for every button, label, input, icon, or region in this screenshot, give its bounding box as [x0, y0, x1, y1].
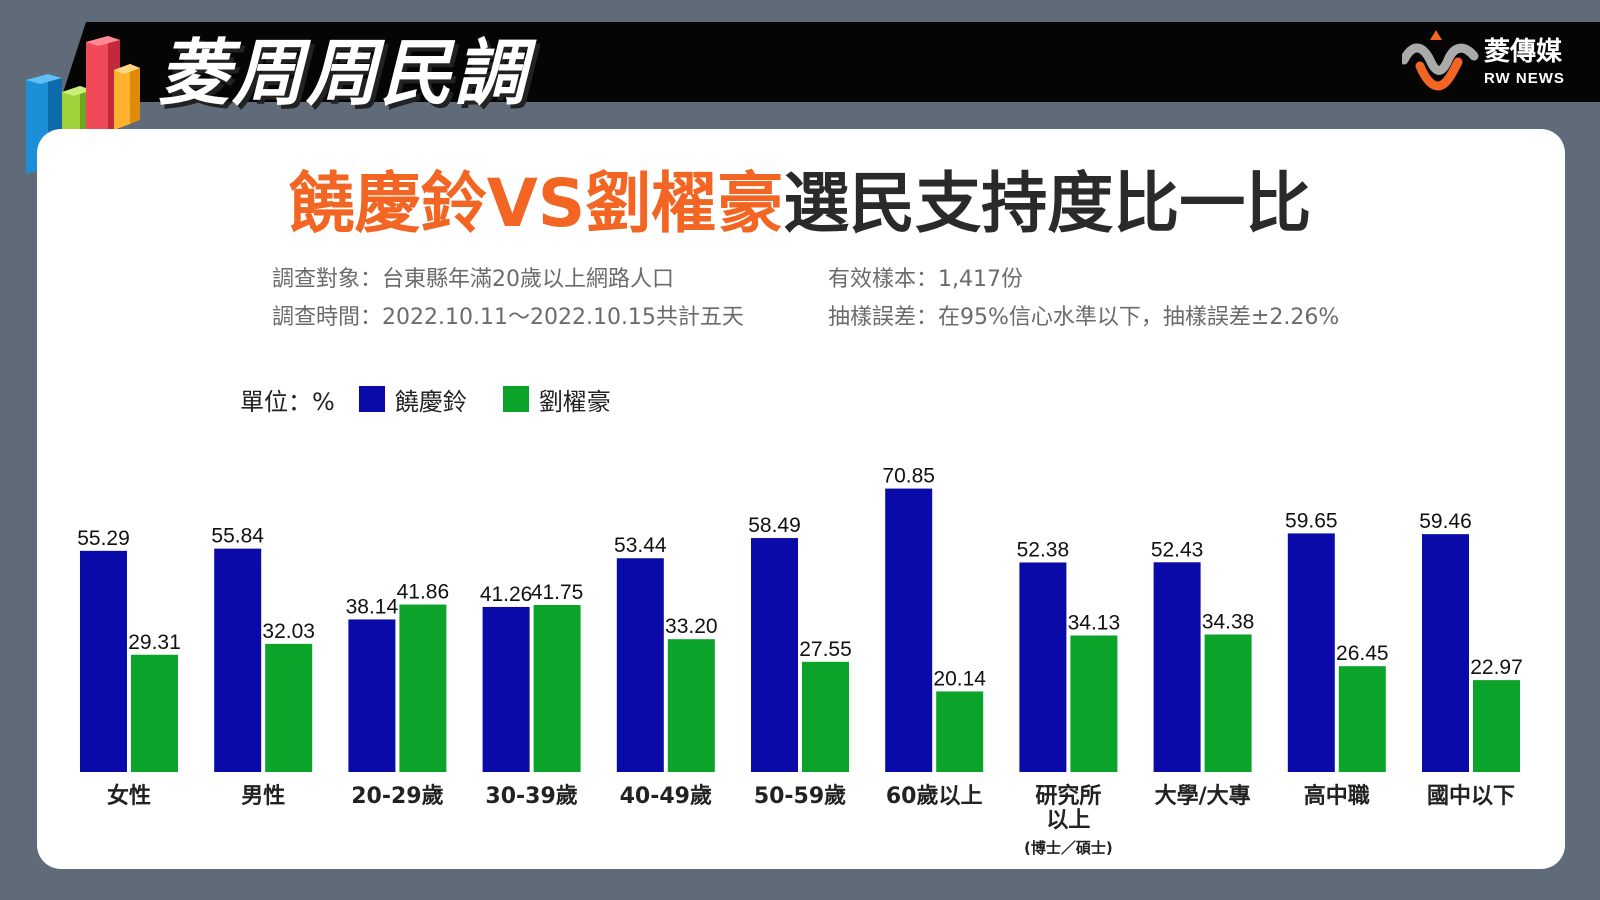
bar-series1: [751, 538, 798, 772]
data-label-series2: 27.55: [799, 638, 852, 661]
survey-target: 調查對象：台東縣年滿20歲以上網路人口: [272, 267, 674, 292]
bar-series2: [1473, 680, 1520, 772]
category-label: 30-39歲: [485, 784, 577, 809]
legend-item-series2: 劉櫂豪: [502, 382, 611, 417]
data-label-series2: 33.20: [665, 615, 718, 638]
category-label: 60歲以上: [886, 784, 983, 809]
brand-name-cn: 菱傳媒: [1484, 37, 1563, 67]
data-label-series1: 58.49: [748, 514, 801, 537]
data-label-series1: 41.26: [480, 583, 533, 606]
data-label-series1: 55.29: [77, 527, 130, 550]
data-label-series1: 55.84: [211, 525, 264, 548]
legend-item-series1: 饒慶鈴: [358, 382, 467, 417]
bar-series2: [936, 691, 984, 772]
bar-series1: [214, 548, 262, 772]
data-label-series1: 59.46: [1419, 510, 1472, 533]
bar-series1: [348, 619, 396, 772]
bar-series1: [80, 550, 127, 772]
survey-period: 調查時間：2022.10.11～2022.10.15共計五天: [272, 305, 744, 330]
main-title: 饒慶鈴VS劉櫂豪選民支持度比一比: [0, 162, 1600, 246]
bar-series1: [885, 488, 933, 772]
bar-series2: [1204, 634, 1252, 772]
data-label-series2: 20.14: [933, 667, 986, 690]
title-vs: VS: [486, 165, 586, 242]
category-note: (博士／碩士): [1024, 839, 1113, 857]
title-candidate-1: 饒慶鈴: [288, 165, 487, 242]
title-rest: 選民支持度比一比: [783, 165, 1312, 242]
bar-series2: [131, 654, 178, 772]
data-label-series2: 29.31: [128, 631, 181, 654]
series-title: 菱周周民調: [158, 31, 529, 115]
bar-series2: [1338, 666, 1386, 772]
data-label-series2: 34.13: [1068, 611, 1121, 634]
data-label-series1: 53.44: [614, 534, 667, 557]
category-label: 男性: [241, 784, 285, 809]
data-label-series1: 38.14: [346, 595, 399, 618]
data-label-series2: 26.45: [1336, 642, 1389, 665]
legend-swatch-series1: [358, 386, 385, 412]
chart-legend: 單位：% 饒慶鈴 劉櫂豪: [240, 382, 647, 416]
brand-name-en: RW NEWS: [1484, 70, 1565, 87]
category-label: 國中以下: [1427, 784, 1515, 809]
category-label: 50-59歲: [754, 784, 846, 809]
category-label: 研究所以上: [1035, 783, 1101, 833]
legend-label-series2: 劉櫂豪: [538, 387, 611, 416]
legend-label-series1: 饒慶鈴: [394, 387, 467, 416]
rw-news-logo-icon: [1402, 30, 1479, 91]
header-band: [60, 22, 1600, 102]
category-label: 女性: [107, 783, 151, 809]
unit-label: 單位：%: [240, 387, 335, 416]
data-label-series1: 52.38: [1017, 538, 1070, 561]
data-label-series1: 70.85: [882, 465, 935, 488]
bar-series1: [1287, 533, 1335, 772]
bar-series1: [1153, 562, 1201, 772]
data-label-series2: 41.86: [397, 581, 450, 604]
category-label: 40-49歲: [620, 784, 712, 809]
bar-series2: [1070, 635, 1118, 772]
sampling-error: 抽樣誤差：在95%信心水準以下，抽樣誤差±2.26%: [828, 305, 1340, 330]
bar-series1: [616, 558, 664, 772]
bar-series2: [667, 639, 715, 772]
bar-series2: [399, 604, 447, 772]
data-label-series2: 22.97: [1470, 656, 1523, 679]
data-label-series2: 34.38: [1202, 610, 1255, 633]
legend-swatch-series2: [502, 386, 529, 412]
category-label: 20-29歲: [351, 784, 443, 809]
bar-series2: [533, 605, 581, 772]
brand-logo: 菱傳媒 RW NEWS: [1402, 30, 1582, 94]
bar-series2: [802, 661, 849, 772]
data-label-series2: 32.03: [262, 620, 315, 643]
bar-series1: [1019, 562, 1067, 772]
bar-series1: [482, 606, 530, 772]
bar-series1: [1422, 534, 1469, 772]
data-label-series2: 41.75: [531, 581, 584, 604]
title-candidate-2: 劉櫂豪: [585, 165, 784, 242]
data-label-series1: 52.43: [1151, 538, 1204, 561]
category-label: 高中職: [1304, 783, 1370, 809]
data-label-series1: 59.65: [1285, 509, 1338, 532]
category-label: 大學/大專: [1155, 783, 1251, 809]
sample-size: 有效樣本：1,417份: [828, 267, 1023, 292]
bar-series2: [265, 643, 313, 772]
